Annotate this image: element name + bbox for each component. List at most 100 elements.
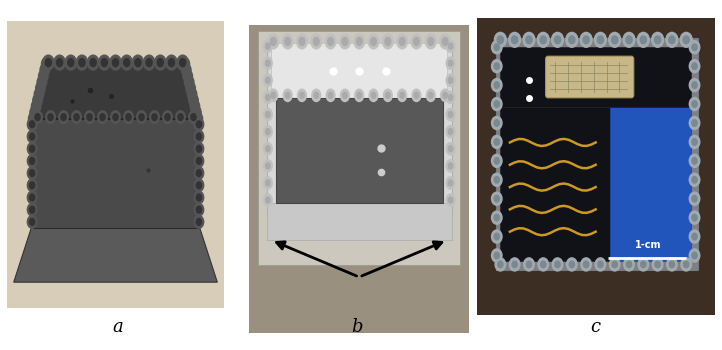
Circle shape — [690, 192, 700, 205]
Circle shape — [446, 57, 455, 69]
Circle shape — [446, 40, 455, 52]
Circle shape — [196, 158, 201, 164]
Circle shape — [497, 261, 503, 268]
Circle shape — [149, 111, 160, 124]
Circle shape — [655, 261, 660, 268]
Circle shape — [492, 192, 502, 205]
Circle shape — [523, 33, 535, 47]
Circle shape — [638, 33, 649, 47]
Circle shape — [552, 33, 563, 47]
Circle shape — [492, 230, 502, 243]
Circle shape — [79, 58, 85, 66]
FancyBboxPatch shape — [258, 31, 461, 265]
Circle shape — [266, 111, 270, 118]
Circle shape — [692, 233, 697, 240]
Polygon shape — [33, 64, 198, 119]
Circle shape — [123, 111, 134, 124]
Circle shape — [540, 36, 547, 44]
Circle shape — [283, 89, 292, 101]
Circle shape — [300, 92, 304, 98]
Circle shape — [494, 252, 500, 259]
Circle shape — [494, 101, 500, 107]
Circle shape — [71, 111, 82, 124]
Circle shape — [74, 114, 79, 121]
Circle shape — [45, 111, 56, 124]
Circle shape — [655, 36, 661, 44]
Circle shape — [30, 158, 35, 164]
Circle shape — [264, 74, 272, 86]
Circle shape — [640, 261, 646, 268]
Circle shape — [48, 114, 53, 121]
FancyBboxPatch shape — [610, 107, 691, 261]
Circle shape — [497, 36, 503, 44]
Circle shape — [266, 128, 270, 135]
Circle shape — [680, 33, 692, 47]
Circle shape — [123, 58, 130, 66]
Circle shape — [492, 117, 502, 130]
Circle shape — [339, 34, 350, 49]
Circle shape — [494, 176, 500, 183]
Circle shape — [448, 128, 453, 135]
Circle shape — [194, 118, 204, 131]
Circle shape — [264, 57, 272, 69]
Circle shape — [28, 112, 38, 125]
Circle shape — [136, 111, 147, 124]
Circle shape — [27, 216, 37, 228]
Circle shape — [523, 258, 534, 271]
Circle shape — [132, 55, 144, 70]
Circle shape — [152, 114, 157, 121]
Circle shape — [31, 100, 41, 113]
Circle shape — [166, 55, 177, 70]
Circle shape — [191, 114, 196, 121]
Circle shape — [583, 261, 588, 268]
Circle shape — [492, 154, 502, 167]
Circle shape — [194, 203, 204, 216]
Circle shape — [196, 218, 201, 225]
Circle shape — [690, 173, 700, 186]
Circle shape — [271, 92, 276, 98]
Circle shape — [326, 89, 335, 101]
Circle shape — [538, 258, 549, 271]
Circle shape — [146, 58, 152, 66]
Circle shape — [27, 191, 37, 204]
Circle shape — [90, 58, 96, 66]
Circle shape — [512, 261, 517, 268]
Circle shape — [446, 160, 455, 172]
Circle shape — [383, 34, 393, 49]
Circle shape — [448, 163, 453, 169]
Circle shape — [595, 258, 606, 271]
Circle shape — [282, 34, 293, 49]
Circle shape — [492, 135, 502, 148]
Circle shape — [343, 92, 347, 98]
Circle shape — [446, 142, 455, 155]
Circle shape — [196, 133, 201, 140]
Circle shape — [196, 121, 201, 128]
Circle shape — [264, 40, 272, 52]
Circle shape — [448, 180, 453, 186]
Circle shape — [690, 41, 700, 54]
Circle shape — [448, 146, 453, 152]
Circle shape — [609, 258, 620, 271]
Circle shape — [448, 43, 453, 49]
Circle shape — [684, 261, 689, 268]
Circle shape — [567, 258, 577, 271]
Circle shape — [65, 55, 77, 70]
Circle shape — [446, 125, 455, 138]
Circle shape — [43, 55, 54, 70]
Circle shape — [177, 55, 188, 70]
Circle shape — [299, 37, 305, 46]
Circle shape — [110, 111, 121, 124]
Circle shape — [30, 133, 35, 140]
Circle shape — [196, 182, 201, 189]
Circle shape — [194, 155, 204, 167]
Circle shape — [494, 120, 500, 126]
FancyBboxPatch shape — [271, 43, 448, 98]
Circle shape — [268, 34, 279, 49]
Circle shape — [194, 142, 204, 155]
Circle shape — [425, 34, 436, 49]
Circle shape — [30, 182, 35, 189]
Circle shape — [692, 214, 697, 221]
Circle shape — [386, 92, 390, 98]
Circle shape — [692, 120, 697, 126]
Circle shape — [313, 37, 319, 46]
